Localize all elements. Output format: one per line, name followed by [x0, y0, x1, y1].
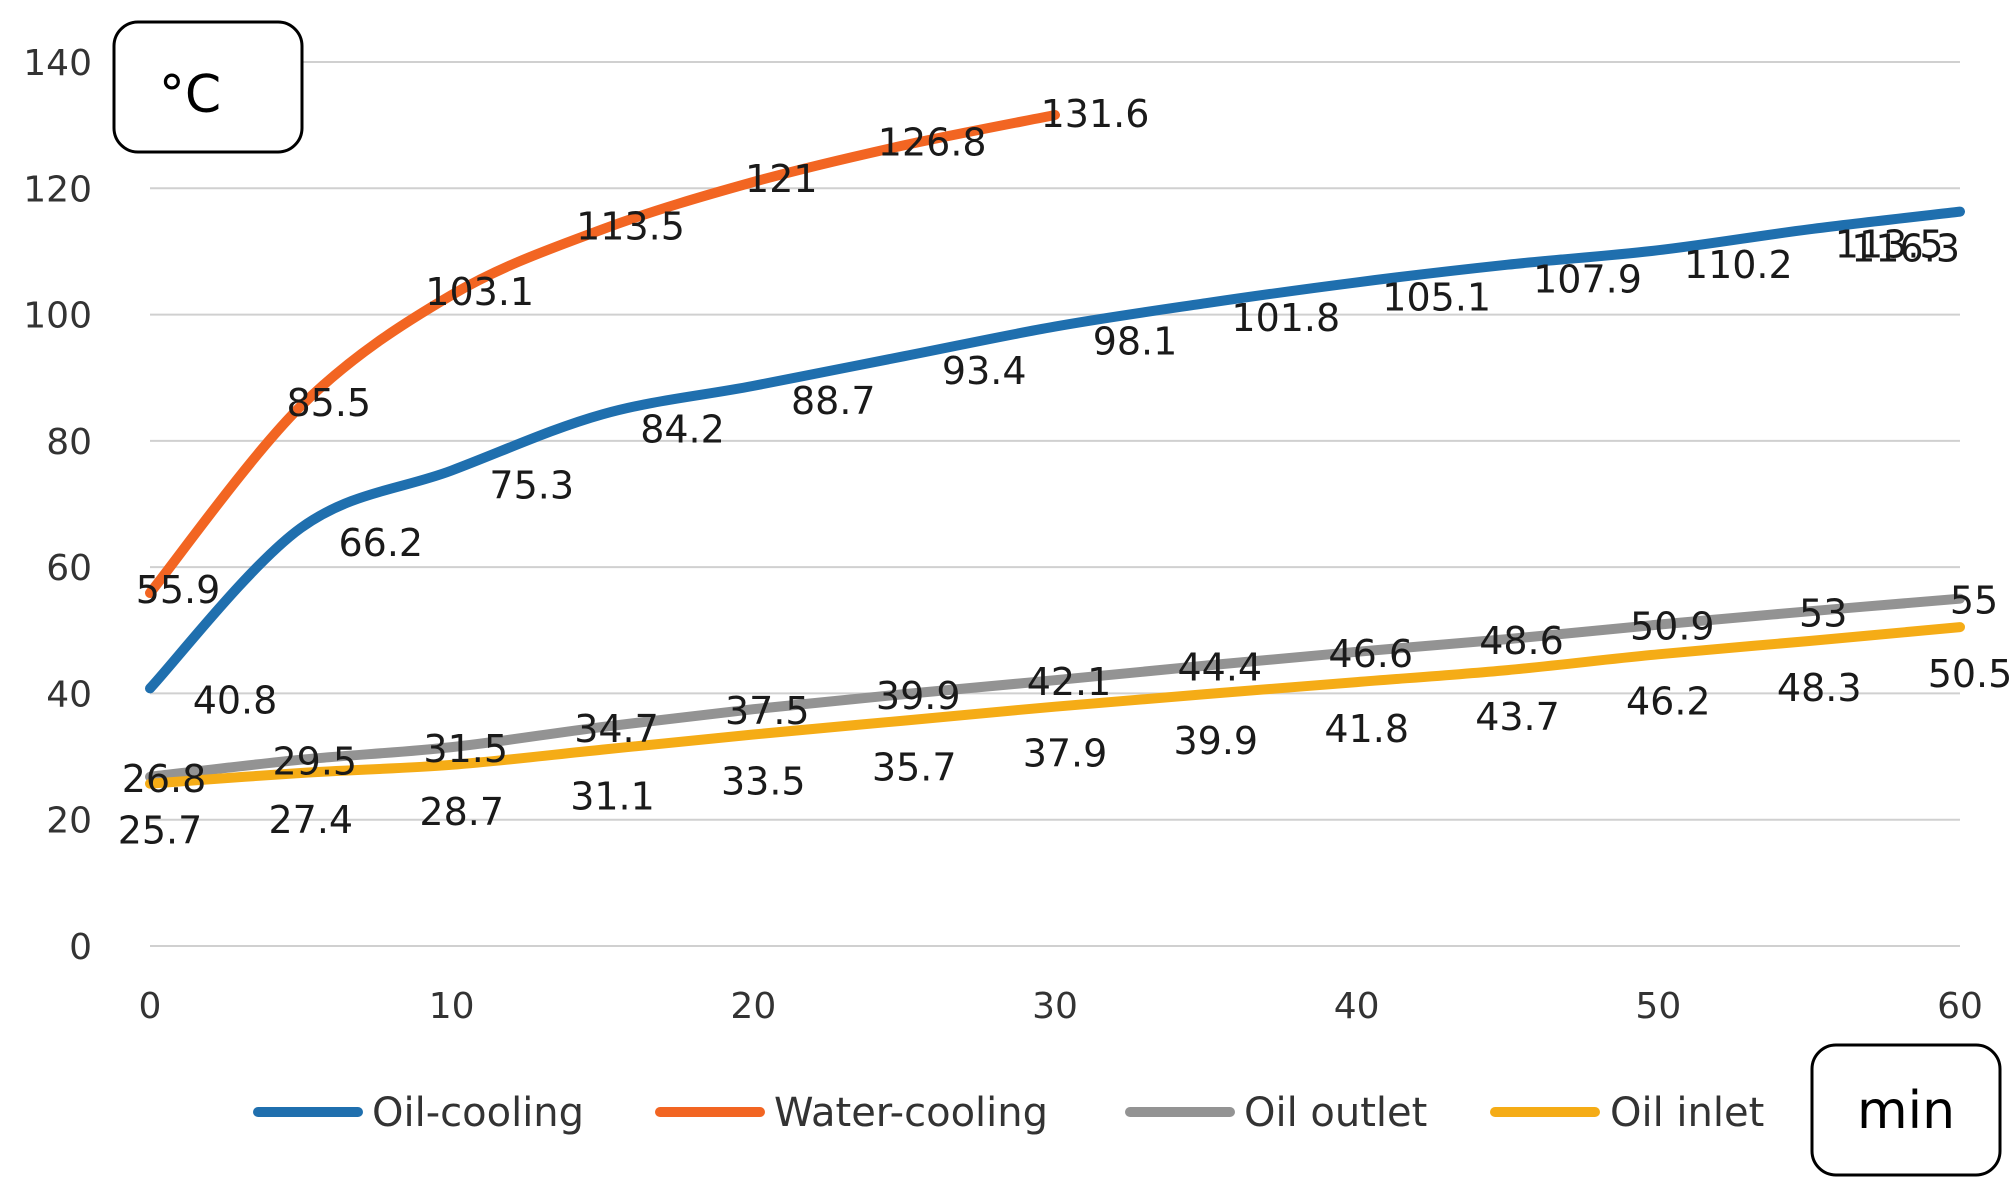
data-label-oil-outlet-40: 46.6 — [1328, 632, 1413, 676]
data-label-oil-outlet-30: 42.1 — [1027, 660, 1112, 704]
y-unit-box-frame — [112, 20, 304, 154]
x-tick-label-50: 50 — [1635, 986, 1681, 1027]
x-tick-label-30: 30 — [1032, 986, 1078, 1027]
data-label-water-cooling-0: 55.9 — [136, 568, 221, 612]
legend-item-oil-cooling: Oil-cooling — [253, 1090, 584, 1136]
data-label-oil-inlet-60: 50.5 — [1928, 652, 2013, 696]
data-label-oil-inlet-50: 46.2 — [1626, 679, 1711, 723]
legend-item-water-cooling: Water-cooling — [655, 1090, 1048, 1136]
legend-item-oil-outlet: Oil outlet — [1125, 1090, 1427, 1136]
data-label-oil-cooling-15: 84.2 — [640, 407, 725, 451]
y-tick-label-120: 120 — [23, 169, 92, 210]
data-label-oil-cooling-25: 93.4 — [942, 349, 1027, 393]
y-tick-label-140: 140 — [23, 43, 92, 84]
data-label-oil-inlet-20: 33.5 — [721, 760, 806, 804]
x-axis-unit-label: min — [1857, 1081, 1955, 1141]
x-tick-label-60: 60 — [1937, 986, 1983, 1027]
x-tick-label-20: 20 — [730, 986, 776, 1027]
data-label-oil-cooling-55: 113.5 — [1835, 222, 1944, 266]
data-label-oil-outlet-20: 37.5 — [725, 689, 810, 733]
legend-label-water-cooling: Water-cooling — [774, 1090, 1048, 1136]
data-label-oil-outlet-45: 48.6 — [1479, 619, 1564, 663]
y-unit-box: °C — [112, 20, 304, 154]
data-label-oil-cooling-35: 101.8 — [1231, 296, 1340, 340]
data-label-water-cooling-25: 126.8 — [878, 120, 987, 164]
series-line-water-cooling — [145, 110, 1060, 598]
data-label-water-cooling-10: 103.1 — [425, 270, 534, 314]
legend-label-oil-outlet: Oil outlet — [1244, 1090, 1427, 1136]
y-tick-label-60: 60 — [46, 548, 92, 589]
data-label-oil-inlet-15: 31.1 — [570, 775, 655, 819]
data-label-oil-cooling-10: 75.3 — [489, 464, 574, 508]
data-label-water-cooling-5: 85.5 — [286, 381, 371, 425]
legend: Oil-cooling Water-cooling Oil outlet Oil in… — [253, 1090, 1764, 1136]
data-label-oil-inlet-0: 25.7 — [118, 809, 203, 853]
y-tick-label-20: 20 — [46, 801, 92, 842]
x-tick-label-0: 0 — [139, 986, 162, 1027]
y-tick-label-0: 0 — [69, 927, 92, 968]
series-line-oil-outlet — [145, 593, 1965, 782]
y-tick-label-80: 80 — [46, 422, 92, 463]
data-label-oil-cooling-50: 110.2 — [1684, 243, 1793, 287]
data-label-water-cooling-20: 121 — [745, 157, 818, 201]
data-label-oil-inlet-10: 28.7 — [419, 790, 504, 834]
data-label-oil-outlet-0: 26.8 — [122, 757, 207, 801]
data-label-oil-inlet-5: 27.4 — [268, 798, 353, 842]
data-label-oil-inlet-55: 48.3 — [1777, 666, 1862, 710]
data-label-oil-inlet-25: 35.7 — [872, 746, 957, 790]
y-axis-unit-label: °C — [159, 65, 221, 125]
data-label-oil-cooling-5: 66.2 — [338, 521, 423, 565]
data-label-oil-outlet-10: 31.5 — [423, 727, 508, 771]
data-label-oil-cooling-45: 107.9 — [1533, 258, 1642, 302]
y-tick-label-40: 40 — [46, 674, 92, 715]
data-label-oil-inlet-40: 41.8 — [1324, 707, 1409, 751]
data-label-oil-inlet-30: 37.9 — [1023, 732, 1108, 776]
data-label-oil-cooling-40: 105.1 — [1382, 275, 1491, 319]
series-lines — [145, 110, 1965, 789]
data-label-oil-outlet-5: 29.5 — [272, 740, 357, 784]
data-label-oil-outlet-60: 55 — [1950, 579, 1998, 623]
legend-label-oil-cooling: Oil-cooling — [372, 1090, 584, 1136]
y-tick-label-100: 100 — [23, 296, 92, 337]
x-axis-ticks: 0 10 20 30 40 50 60 — [139, 986, 1983, 1027]
data-label-oil-outlet-35: 44.4 — [1177, 646, 1262, 690]
legend-item-oil-inlet: Oil inlet — [1490, 1090, 1764, 1136]
series-line-oil-inlet — [145, 622, 1965, 789]
data-label-oil-inlet-45: 43.7 — [1475, 695, 1560, 739]
data-label-water-cooling-15: 113.5 — [576, 204, 685, 248]
x-unit-box-frame — [1810, 1043, 2002, 1177]
x-tick-label-10: 10 — [429, 986, 475, 1027]
data-label-water-cooling-30: 131.6 — [1041, 92, 1150, 136]
data-label-oil-cooling-60: 116.3 — [1851, 227, 1960, 271]
data-label-oil-cooling-20: 88.7 — [791, 379, 876, 423]
x-unit-box: min — [1810, 1043, 2002, 1177]
data-label-oil-cooling-30: 98.1 — [1093, 320, 1178, 364]
data-label-oil-inlet-35: 39.9 — [1173, 719, 1258, 763]
series-line-oil-cooling — [145, 206, 1965, 694]
data-labels: 40.8 66.2 75.3 84.2 88.7 93.4 98.1 101.8 105.1 10… — [118, 92, 2013, 853]
data-label-oil-cooling-0: 40.8 — [193, 678, 278, 722]
gridlines — [150, 61, 1960, 947]
data-label-oil-outlet-25: 39.9 — [876, 674, 961, 718]
data-label-oil-outlet-55: 53 — [1799, 591, 1847, 635]
x-tick-label-40: 40 — [1334, 986, 1380, 1027]
legend-label-oil-inlet: Oil inlet — [1610, 1090, 1764, 1136]
y-axis-ticks: 0 20 40 60 80 100 120 140 — [23, 43, 92, 968]
data-label-oil-outlet-15: 34.7 — [574, 707, 659, 751]
data-label-oil-outlet-50: 50.9 — [1630, 605, 1715, 649]
